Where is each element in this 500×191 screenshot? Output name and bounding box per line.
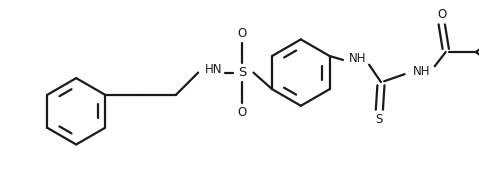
Text: S: S: [376, 113, 383, 126]
Text: NH: NH: [414, 65, 431, 78]
Text: S: S: [238, 66, 246, 79]
Text: O: O: [238, 27, 247, 40]
Text: O: O: [238, 106, 247, 119]
Text: HN: HN: [205, 63, 222, 76]
Text: O: O: [437, 8, 446, 21]
Text: NH: NH: [348, 52, 366, 65]
